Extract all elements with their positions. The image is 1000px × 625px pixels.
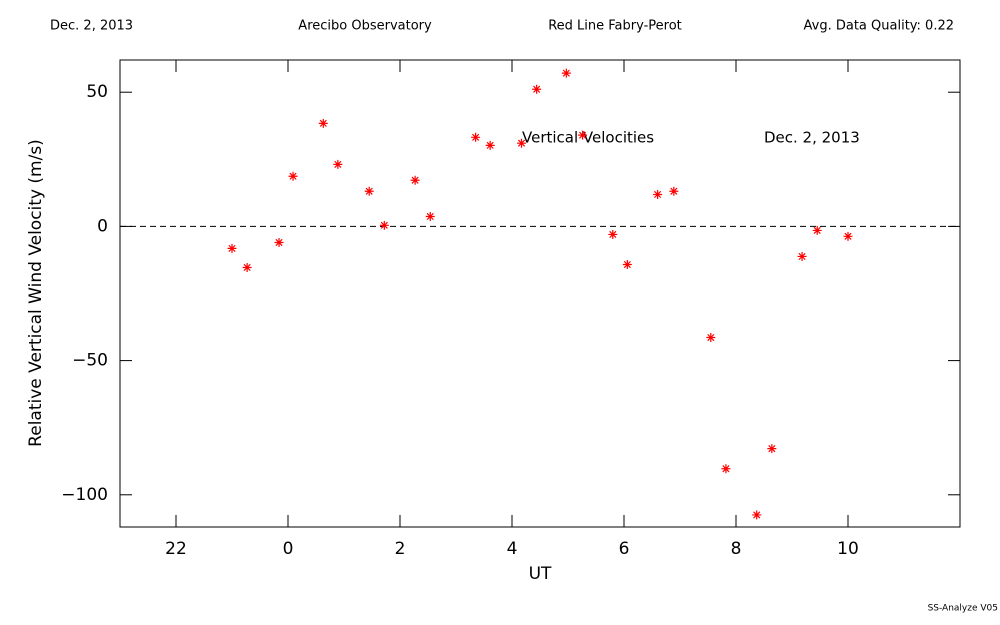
point — [425, 211, 435, 221]
point — [532, 84, 542, 94]
footer: SS-Analyze V05 — [928, 604, 998, 614]
plot-frame — [119, 59, 961, 528]
x-tick-label: 2 — [395, 539, 406, 559]
y-tick-label: 0 — [97, 216, 108, 236]
point — [227, 243, 237, 253]
y-axis-label: Relative Vertical Wind Velocity (m/s) — [26, 139, 46, 447]
point — [471, 132, 481, 142]
point — [669, 186, 679, 196]
point — [485, 140, 495, 150]
point — [364, 186, 374, 196]
point — [706, 333, 716, 343]
point — [274, 238, 284, 248]
point — [843, 231, 853, 241]
x-tick-label: 10 — [837, 539, 859, 559]
header-quality: Avg. Data Quality: 0.22 — [804, 19, 954, 34]
point — [379, 220, 389, 230]
x-tick-label: 6 — [619, 539, 630, 559]
x-tick-label: 4 — [507, 539, 518, 559]
point — [752, 510, 762, 520]
annotation: Vertical Velocities — [522, 129, 654, 147]
x-tick-label: 8 — [731, 539, 742, 559]
x-tick-label: 0 — [283, 539, 294, 559]
y-tick-label: 50 — [86, 82, 108, 102]
point — [288, 171, 298, 181]
point — [517, 138, 527, 148]
y-tick-label: −50 — [72, 351, 108, 371]
point — [318, 118, 328, 128]
point — [812, 225, 822, 235]
point — [797, 251, 807, 261]
x-axis-label: UT — [529, 564, 552, 584]
y-tick-label: −100 — [61, 485, 108, 505]
point — [608, 229, 618, 239]
x-tick-label: 22 — [165, 539, 187, 559]
point — [721, 464, 731, 474]
point — [333, 159, 343, 169]
point — [578, 130, 588, 140]
header-instrument: Red Line Fabry-Perot — [548, 19, 682, 34]
point — [242, 262, 252, 272]
header-site: Arecibo Observatory — [298, 19, 432, 34]
point — [410, 175, 420, 185]
header-date: Dec. 2, 2013 — [50, 19, 133, 34]
annotation: Dec. 2, 2013 — [764, 129, 860, 147]
point — [653, 189, 663, 199]
point — [622, 260, 632, 270]
point — [561, 68, 571, 78]
point — [767, 444, 777, 454]
